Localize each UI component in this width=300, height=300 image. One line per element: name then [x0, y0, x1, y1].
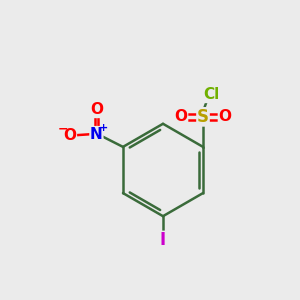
Text: I: I [160, 231, 166, 249]
Text: S: S [197, 108, 209, 126]
Text: O: O [218, 109, 231, 124]
Text: O: O [63, 128, 76, 143]
Text: +: + [99, 123, 108, 134]
Text: O: O [90, 102, 103, 117]
Text: Cl: Cl [203, 87, 219, 102]
Text: O: O [175, 109, 188, 124]
Text: N: N [90, 127, 103, 142]
Text: −: − [58, 122, 69, 135]
